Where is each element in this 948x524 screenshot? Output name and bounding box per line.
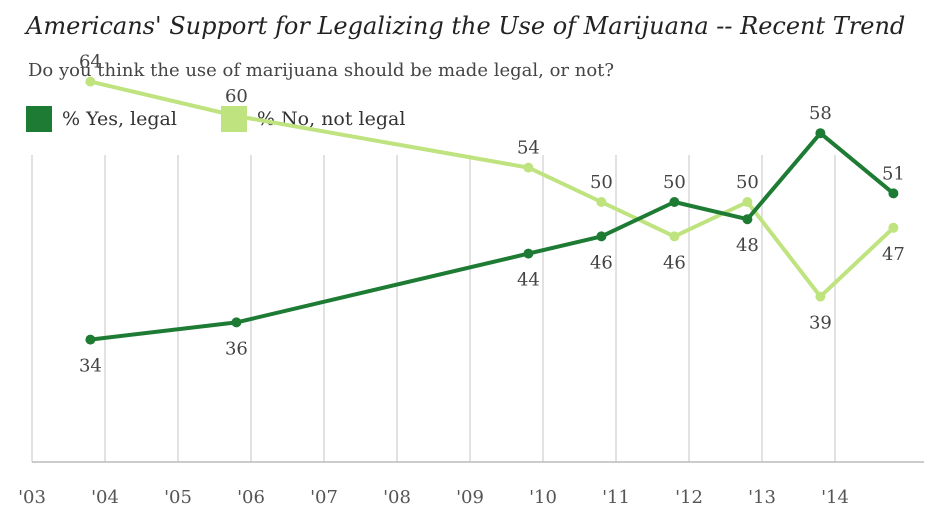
x-tick-label: '09	[456, 487, 484, 508]
chart-title: Americans' Support for Legalizing the Us…	[26, 12, 906, 40]
data-label-no: 46	[663, 252, 686, 273]
data-point	[742, 197, 753, 207]
x-tick-label: '10	[529, 487, 557, 508]
series-line-yes	[88, 131, 896, 342]
x-tick-label: '07	[310, 487, 338, 508]
data-label-no: 47	[882, 244, 905, 265]
data-label-yes: 44	[517, 270, 540, 291]
data-label-yes: 51	[882, 163, 905, 184]
data-point	[742, 214, 753, 225]
data-label-yes: 48	[736, 235, 759, 256]
data-label-yes: 58	[809, 103, 832, 124]
data-point	[888, 222, 899, 233]
data-label-yes: 46	[590, 252, 613, 273]
data-label-no: 54	[517, 138, 540, 159]
x-tick-label: '05	[164, 487, 192, 508]
data-label-yes: 34	[79, 356, 102, 377]
data-label-no: 50	[736, 172, 759, 193]
data-point	[596, 231, 607, 242]
x-tick-label: '03	[18, 487, 46, 508]
data-label-no: 50	[590, 172, 613, 193]
data-point	[815, 128, 826, 139]
legend-item-yes: % Yes, legal	[26, 106, 177, 132]
x-tick-label: '04	[91, 487, 119, 508]
x-tick-label: '06	[237, 487, 265, 508]
data-point	[888, 188, 899, 199]
data-label-yes: 36	[225, 338, 248, 359]
data-label-no: 60	[225, 86, 248, 107]
x-tick-label: '12	[675, 487, 703, 508]
x-tick-label: '14	[821, 487, 849, 508]
data-point	[231, 111, 242, 121]
legend-swatch-yes	[26, 106, 52, 132]
data-point	[523, 248, 534, 259]
data-label-no: 39	[809, 313, 832, 334]
x-tick-label: '11	[602, 487, 630, 508]
x-tick-label: '08	[383, 487, 411, 508]
data-point	[596, 197, 607, 207]
data-point	[231, 317, 242, 328]
data-point	[669, 231, 680, 242]
data-point	[669, 197, 680, 207]
data-point	[523, 162, 534, 173]
x-tick-label: '13	[748, 487, 776, 508]
data-point	[85, 334, 96, 345]
data-label-yes: 50	[663, 172, 686, 193]
data-label-no: 64	[79, 52, 102, 73]
chart-subtitle: Do you think the use of marijuana should…	[28, 60, 615, 81]
data-point	[85, 76, 96, 87]
data-point	[815, 291, 826, 302]
legend-label-yes: % Yes, legal	[62, 108, 177, 130]
